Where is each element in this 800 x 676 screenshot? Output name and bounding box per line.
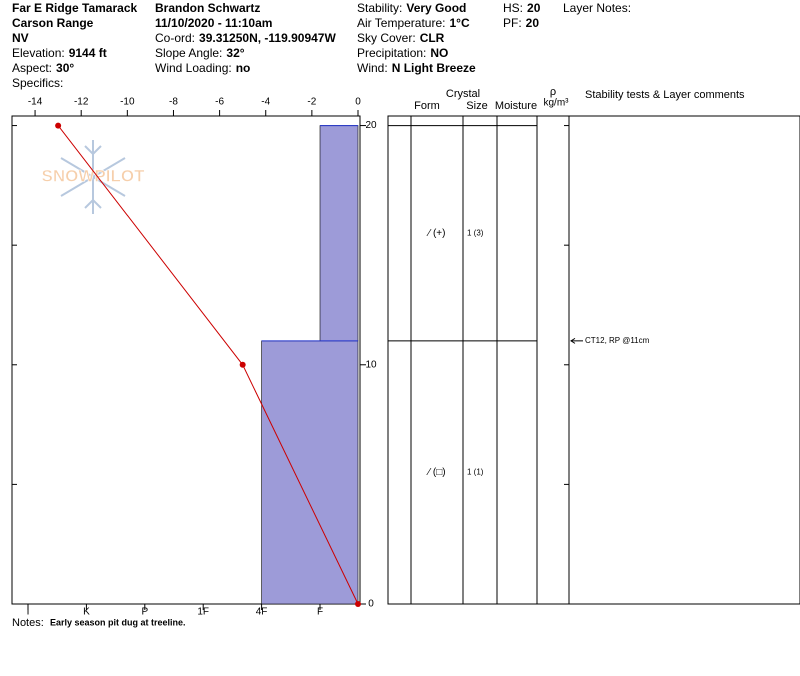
- header-label: Layer Notes:: [563, 1, 631, 15]
- header-value: NV: [12, 31, 29, 45]
- y-tick-label: 10: [365, 359, 377, 370]
- density-unit: kg/m³: [544, 98, 570, 109]
- header-value: Very Good: [406, 1, 466, 15]
- header-value: 20: [527, 1, 541, 15]
- x-tick-label: 0: [355, 97, 361, 108]
- hardness-label: F: [317, 607, 323, 618]
- x-tick-label: -4: [261, 97, 270, 108]
- logo-text: SNOWPILOT: [42, 166, 146, 185]
- test-arrowhead: [570, 337, 576, 344]
- header-value: no: [236, 61, 251, 75]
- header-line: Layer Notes:: [563, 1, 631, 15]
- header-line: Specifics:: [12, 76, 63, 90]
- header-value: 9144 ft: [69, 46, 107, 60]
- header-value: 32°: [226, 46, 244, 60]
- x-tick-label: -12: [74, 97, 89, 108]
- header-value: 11/10/2020 - 11:10am: [155, 16, 272, 30]
- header-label: Stability:: [357, 1, 402, 15]
- hardness-label: 4F: [256, 607, 268, 618]
- temperature-point: [355, 601, 361, 607]
- hardness-label: I: [27, 607, 30, 618]
- x-tick-label: -2: [307, 97, 316, 108]
- y-tick-label: 20: [365, 120, 377, 131]
- header-label: HS:: [503, 1, 523, 15]
- hardness-label: P: [141, 607, 148, 618]
- header-value: 30°: [56, 61, 74, 75]
- notes-text: Early season pit dug at treeline.: [50, 617, 186, 627]
- header-line: Wind: N Light Breeze: [357, 61, 476, 75]
- header-label: Slope Angle:: [155, 46, 222, 60]
- header-label: Precipitation:: [357, 46, 426, 60]
- header-line: PF: 20: [503, 16, 539, 30]
- hardness-bar: [319, 125, 359, 342]
- header-value: Brandon Schwartz: [155, 1, 260, 15]
- header-line: Co-ord: 39.31250N, -119.90947W: [155, 31, 336, 45]
- header-line: Wind Loading: no: [155, 61, 250, 75]
- header-label: Co-ord:: [155, 31, 195, 45]
- rho-header: ρ: [550, 86, 556, 98]
- x-tick-label: -10: [120, 97, 135, 108]
- header-label: Air Temperature:: [357, 16, 445, 30]
- crystal-header: Crystal: [446, 88, 480, 100]
- table-columns: [410, 116, 570, 604]
- header-label: Elevation:: [12, 46, 65, 60]
- size-header: Size: [466, 100, 487, 112]
- form-header: Form: [414, 100, 440, 112]
- x-tick-label: -6: [215, 97, 224, 108]
- comments-header: Stability tests & Layer comments: [585, 89, 745, 101]
- snowflake: [60, 140, 126, 214]
- hardness-bar: [261, 340, 359, 605]
- y-tick-label: 0: [368, 599, 374, 610]
- moisture-header: Moisture: [495, 100, 537, 112]
- test-label: CT12, RP @11cm: [585, 336, 650, 345]
- profile-frame: [11, 115, 361, 605]
- hardness-label: K: [83, 607, 90, 618]
- header-label: Wind Loading:: [155, 61, 232, 75]
- header-value: N Light Breeze: [392, 61, 476, 75]
- header-line: 11/10/2020 - 11:10am: [155, 16, 272, 30]
- header-line: Precipitation: NO: [357, 46, 448, 60]
- logo: SNOWPILOT: [41, 140, 146, 214]
- hardness-label: 1F: [197, 607, 209, 618]
- header-value: CLR: [420, 31, 445, 45]
- header-value: Far E Ridge Tamarack: [12, 1, 137, 15]
- temperature-point: [239, 361, 246, 368]
- header-line: Aspect: 30°: [12, 61, 74, 75]
- x-tick-label: -14: [28, 97, 43, 108]
- header-value: 20: [526, 16, 540, 30]
- table-frame: [387, 115, 800, 605]
- x-tick-label: -8: [169, 97, 178, 108]
- header-line: NV: [12, 31, 29, 45]
- grain-form: ⁄ (□): [425, 467, 445, 478]
- header-line: Far E Ridge Tamarack: [12, 1, 137, 15]
- header-label: Wind:: [357, 61, 388, 75]
- header-line: Elevation: 9144 ft: [12, 46, 107, 60]
- grain-size: 1 (1): [467, 468, 484, 477]
- header-line: HS: 20: [503, 1, 541, 15]
- header-value: 39.31250N, -119.90947W: [199, 31, 336, 45]
- header-label: PF:: [503, 16, 522, 30]
- notes-label: Notes:: [12, 617, 44, 629]
- header-line: Stability: Very Good: [357, 1, 466, 15]
- temperature-point: [55, 122, 62, 129]
- header-value: 1°C: [449, 16, 469, 30]
- header-value: Carson Range: [12, 16, 94, 30]
- header-line: Carson Range: [12, 16, 94, 30]
- header-label: Aspect:: [12, 61, 52, 75]
- header-line: Sky Cover: CLR: [357, 31, 445, 45]
- header-line: Air Temperature: 1°C: [357, 16, 470, 30]
- header-line: Brandon Schwartz: [155, 1, 260, 15]
- header-line: Slope Angle: 32°: [155, 46, 245, 60]
- header-label: Sky Cover:: [357, 31, 416, 45]
- grain-form: ⁄ (+): [426, 228, 446, 239]
- grain-size: 1 (3): [467, 228, 484, 237]
- header-value: NO: [430, 46, 448, 60]
- header-label: Specifics:: [12, 76, 63, 90]
